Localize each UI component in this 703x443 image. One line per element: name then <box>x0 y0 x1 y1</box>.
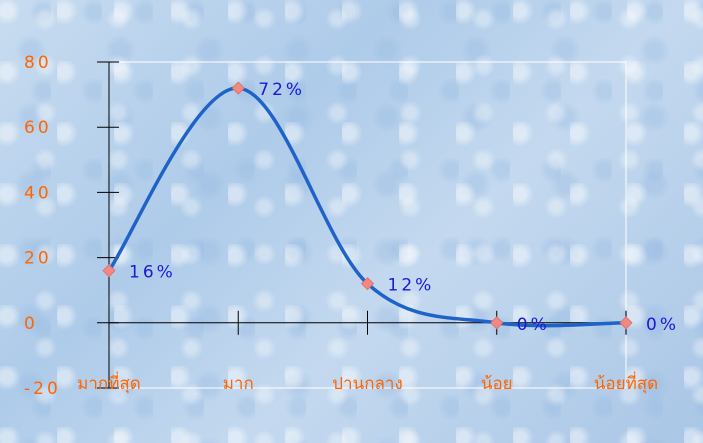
data-label: 16% <box>129 263 176 283</box>
data-label: 12% <box>388 276 435 296</box>
x-tick-label: มากที่สุด <box>77 371 141 394</box>
data-labels: 16% 72% 12% 0% 0% <box>129 80 679 335</box>
y-tick-label: 40 <box>24 183 52 203</box>
x-tick-label: มาก <box>223 374 254 394</box>
plot-border <box>108 61 627 389</box>
x-tick-labels: มากที่สุด มาก ปานกลาง น้อย น้อยที่สุด <box>77 371 658 394</box>
y-tick-label: 20 <box>24 249 52 269</box>
x-tick-label: น้อย <box>481 374 513 394</box>
x-tick-label: ปานกลาง <box>332 374 403 394</box>
marker-layer <box>102 81 633 330</box>
data-marker <box>102 264 116 278</box>
x-tick-label: น้อยที่สุด <box>594 371 658 394</box>
series-line <box>107 86 627 328</box>
data-marker <box>490 316 504 330</box>
data-label: 0% <box>646 315 679 335</box>
plot-area <box>108 61 627 389</box>
series-line-layer <box>107 86 627 328</box>
y-tick-label: 0 <box>24 314 38 334</box>
data-marker <box>360 277 375 291</box>
y-tick-label: -20 <box>24 379 61 399</box>
y-tick-label: 60 <box>24 118 52 138</box>
data-marker <box>231 81 245 95</box>
axes <box>97 61 627 389</box>
y-tick-label: 80 <box>24 53 52 73</box>
data-label: 0% <box>517 315 550 335</box>
data-marker <box>619 316 633 330</box>
y-tick-labels: 80 60 40 20 0 -20 <box>24 53 61 399</box>
data-label: 72% <box>258 80 305 100</box>
